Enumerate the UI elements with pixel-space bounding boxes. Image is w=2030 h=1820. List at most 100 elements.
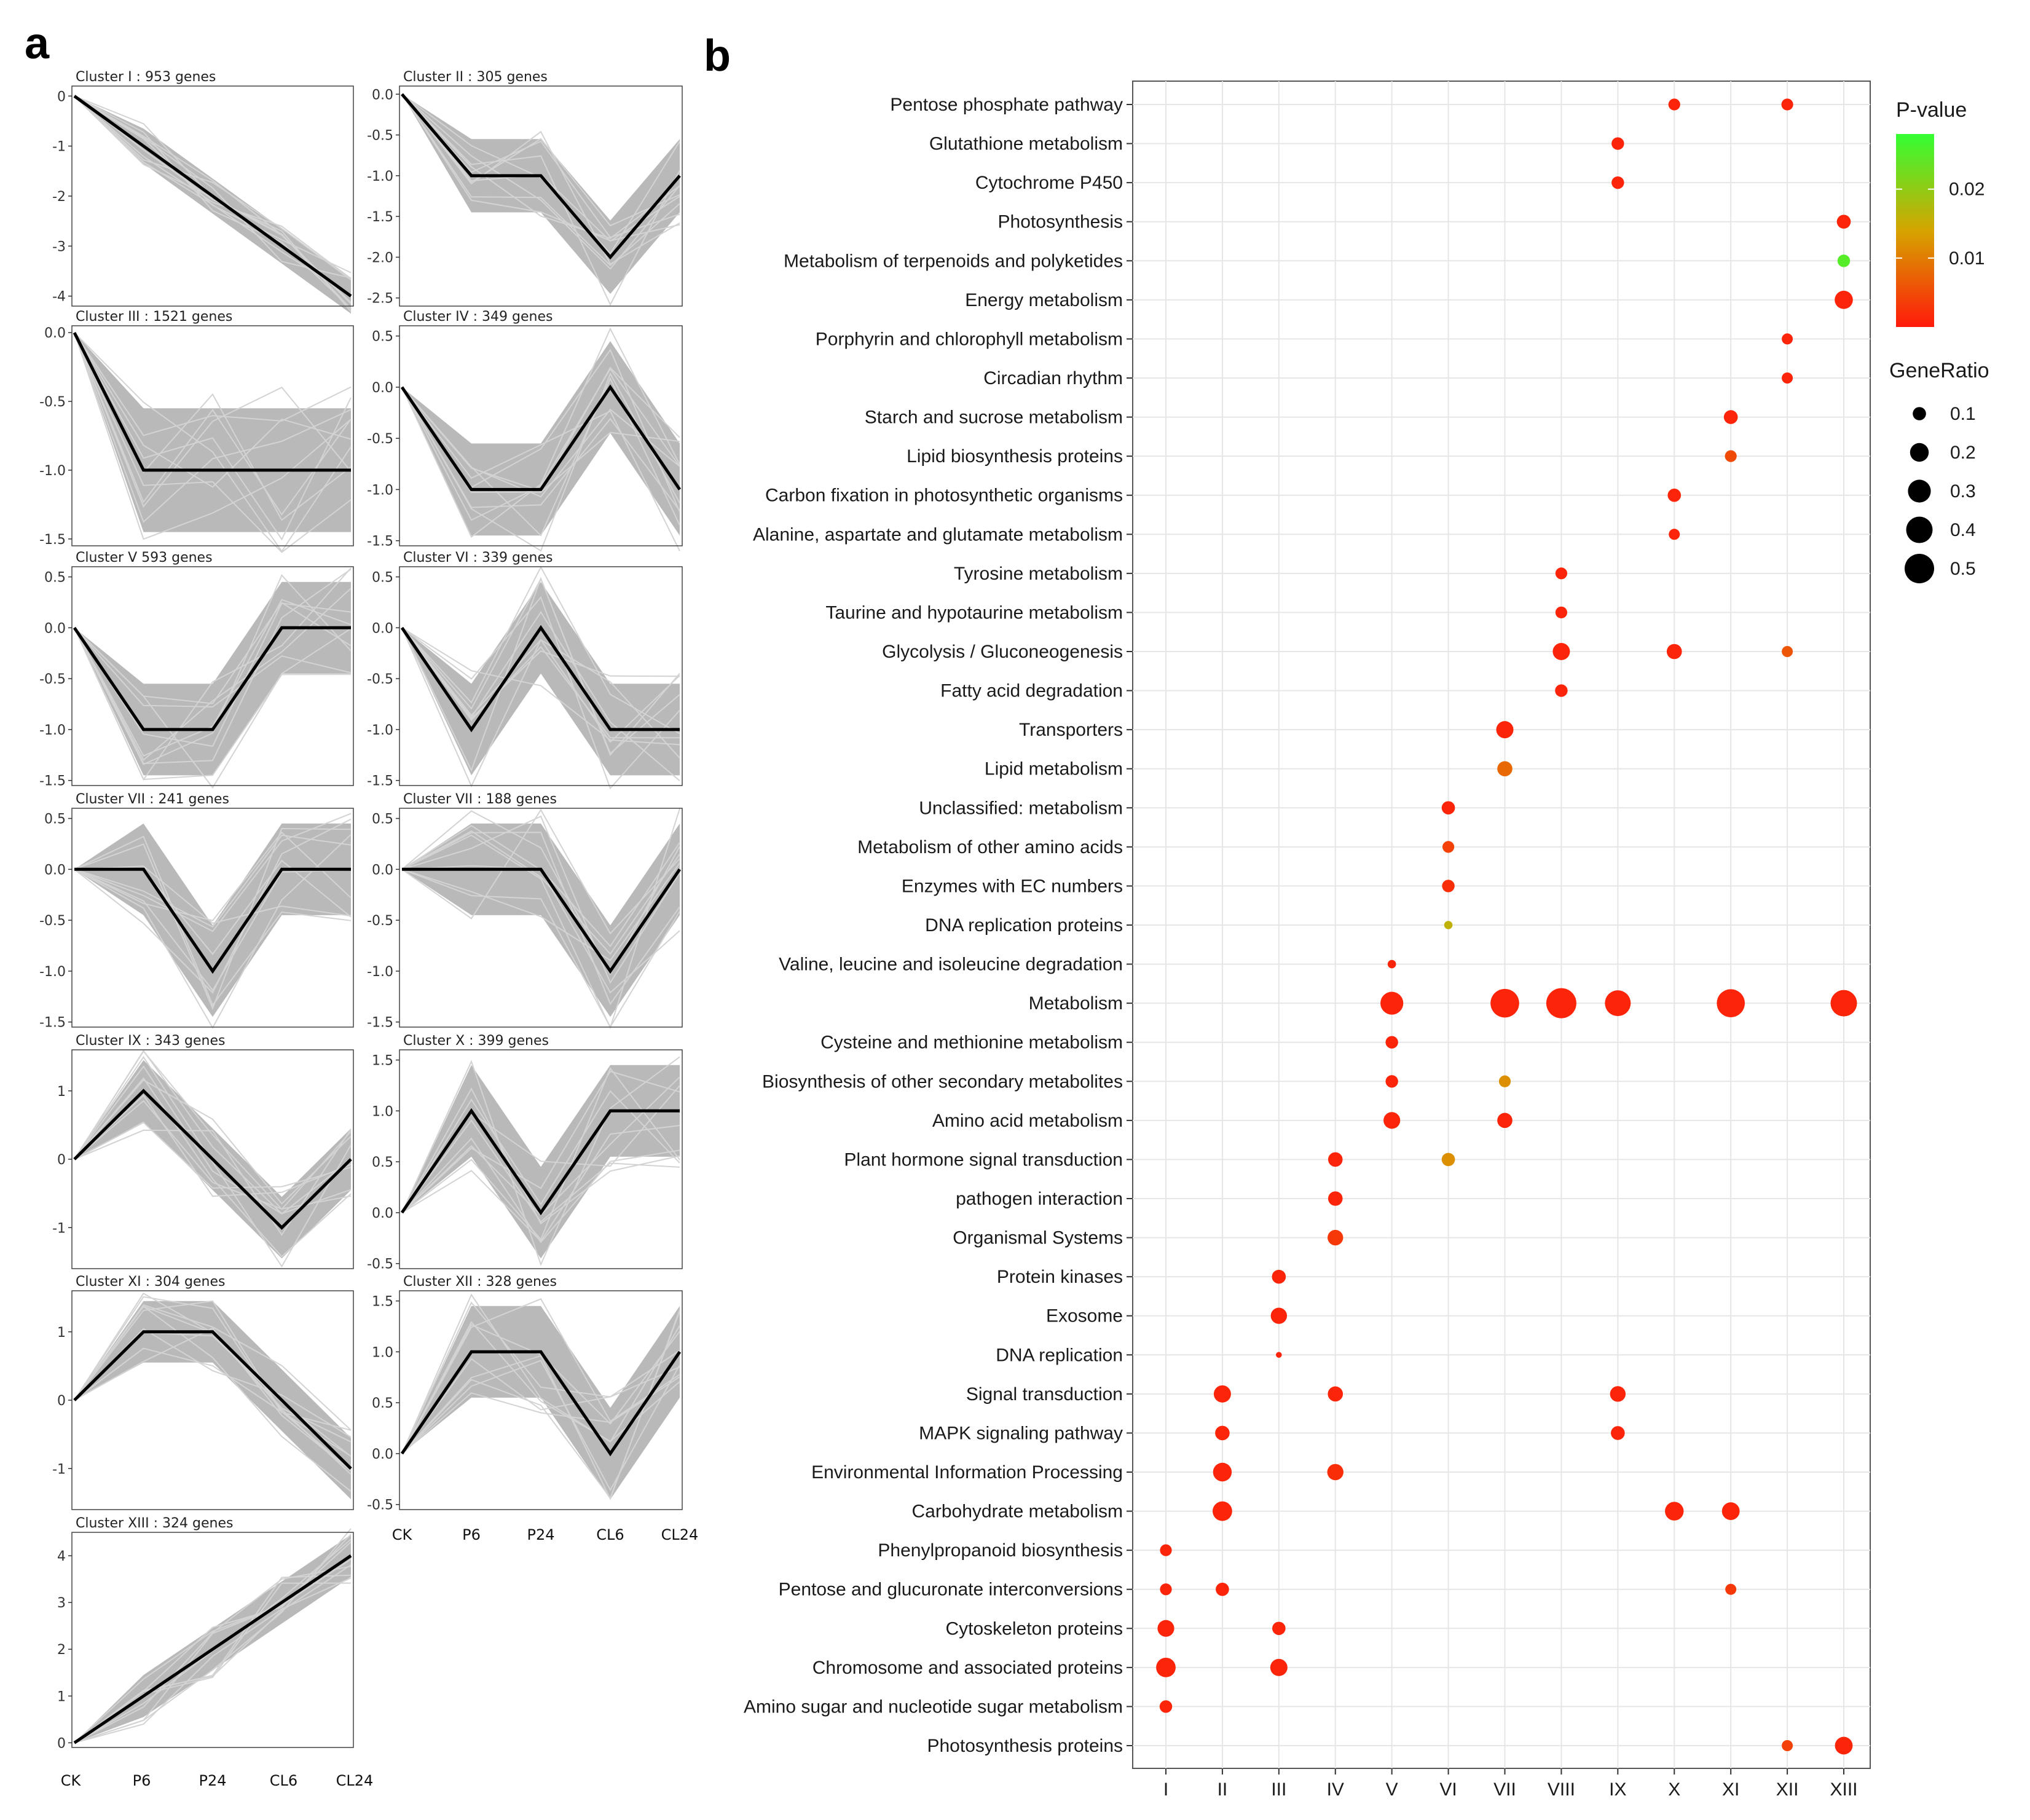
gene-line [74, 1304, 352, 1431]
y-tick-label: -1.0 [39, 723, 66, 738]
pvalue-legend-title: P-value [1896, 98, 1967, 122]
gene-line [74, 332, 352, 553]
y-tick-label: -1.5 [367, 210, 393, 225]
mean-profile-line [400, 1108, 680, 1216]
y-tick-label: 0 [57, 1736, 66, 1751]
gene-line [74, 95, 352, 312]
y-tick-label: 0.0 [44, 862, 66, 878]
gene-line [74, 834, 352, 928]
cluster-panel: Cluster VII : 241 genes 0.5 0.0 -0.5 -1.0 -1.… [39, 792, 354, 1031]
size-legend-dot [1906, 516, 1933, 543]
enrichment-dot [1328, 1229, 1343, 1246]
cluster-title: Cluster IX : 343 genes [76, 1033, 225, 1049]
mean-profile-line [73, 332, 351, 472]
x-tick-label: CL24 [336, 1772, 374, 1789]
gene-line [401, 1056, 680, 1266]
cluster-x-label: VIII [1548, 1779, 1575, 1800]
y-tick-label: 0.0 [372, 621, 393, 636]
gene-line [401, 1376, 680, 1454]
pathway-label: Amino acid metabolism [932, 1111, 1123, 1131]
mean-profile-line [400, 384, 682, 491]
enrichment-dot [1782, 646, 1793, 657]
enrichment-dot [1441, 801, 1455, 815]
gene-line [74, 95, 352, 281]
enrichment-dot [1497, 1113, 1513, 1129]
gene-band [402, 94, 680, 294]
pathway-label: DNA replication [996, 1345, 1123, 1365]
enrichment-dot [1159, 1700, 1173, 1713]
generatio-legend-title: GeneRatio [1889, 359, 1989, 382]
enrichment-dot [1327, 1463, 1343, 1481]
y-tick-label: 0.0 [44, 621, 66, 636]
enrichment-dot [1380, 991, 1404, 1015]
enrichment-dot [1665, 1502, 1684, 1521]
gene-line [74, 869, 352, 991]
enrichment-dot [1725, 1583, 1737, 1595]
gene-line [74, 1079, 352, 1205]
enrichment-dot [1215, 1425, 1230, 1441]
enrichment-dot [1835, 291, 1853, 309]
y-tick-label: -2.0 [367, 250, 393, 266]
enrichment-dot [1782, 1740, 1793, 1751]
gene-line [401, 869, 680, 1028]
y-tick-label: -0.5 [367, 431, 393, 447]
enrichment-dot [1611, 137, 1624, 150]
cluster-x-label: VII [1493, 1779, 1516, 1800]
gene-line [401, 1087, 680, 1225]
gene-line [74, 1055, 352, 1268]
cluster-panel: Cluster X : 399 genes 1.5 1.0 0.5 0.0 -0.5 [367, 1033, 683, 1272]
pathway-label: Tyrosine metabolism [954, 564, 1123, 584]
cluster-title: Cluster V 593 genes [76, 550, 213, 565]
mean-profile-line [73, 1554, 352, 1744]
y-tick-label: -0.5 [39, 395, 66, 410]
enrichment-dot [1160, 1583, 1172, 1596]
enrichment-dot [1611, 176, 1624, 189]
enrichment-dot [1782, 372, 1793, 384]
enrichment-dot [1216, 1582, 1229, 1596]
gene-line [401, 93, 680, 242]
pathway-label: Environmental Information Processing [811, 1462, 1123, 1483]
enrichment-dot [1668, 98, 1680, 111]
x-tick-label: CL6 [270, 1772, 297, 1789]
pathway-label: Valine, leucine and isoleucine degradati… [779, 955, 1123, 975]
y-tick-label: -1.0 [367, 964, 393, 980]
enrichment-dot [1605, 990, 1631, 1017]
cluster-title: Cluster VII : 188 genes [403, 792, 557, 807]
colorbar-tick-label: 0.02 [1949, 179, 1985, 200]
enrichment-dot [1213, 1462, 1232, 1482]
pathway-label: Porphyrin and chlorophyll metabolism [816, 329, 1123, 349]
gene-line [74, 602, 352, 747]
cluster-x-label: III [1271, 1779, 1286, 1800]
gene-line [74, 332, 352, 540]
y-tick-label: 1 [57, 1325, 66, 1341]
kegg-dotplot-panel: Pentose phosphate pathway Glutathione met… [744, 81, 1989, 1800]
mean-profile-line [401, 93, 681, 260]
gene-line [401, 387, 680, 498]
enrichment-dot [1837, 254, 1851, 267]
cluster-panel: Cluster XII : 328 genes 1.5 1.0 0.5 0.0 -0.5 [367, 1274, 683, 1513]
pathway-label: Organismal Systems [953, 1228, 1123, 1248]
y-tick-label: 0 [57, 89, 66, 104]
gene-line [74, 1065, 352, 1215]
pathway-label: DNA replication proteins [925, 915, 1123, 936]
pathway-label: Alanine, aspartate and glutamate metabol… [753, 524, 1123, 545]
gene-band [74, 1301, 351, 1500]
cluster-panel: Cluster XIII : 324 genes 4 3 2 1 0 [57, 1516, 354, 1751]
gene-line [401, 1137, 680, 1243]
enrichment-dot [1611, 1426, 1625, 1440]
gene-line [401, 1324, 680, 1454]
cluster-title: Cluster II : 305 genes [403, 69, 548, 85]
colorbar-tick-label: 0.01 [1949, 248, 1985, 269]
mean-profile-line [400, 1350, 682, 1457]
pathway-label: Glycolysis / Gluconeogenesis [882, 642, 1123, 662]
gene-line [74, 1121, 352, 1189]
cluster-frame [399, 325, 683, 546]
gene-line [401, 1360, 680, 1492]
gene-line [401, 387, 680, 551]
gene-line [401, 611, 680, 782]
cluster-title: Cluster XI : 304 genes [76, 1274, 225, 1290]
cluster-panel: Cluster IV : 349 genes 0.5 0.0 -0.5 -1.0 -1.5 [367, 309, 683, 552]
enrichment-dot [1156, 1657, 1176, 1677]
enrichment-dot [1272, 1621, 1286, 1636]
